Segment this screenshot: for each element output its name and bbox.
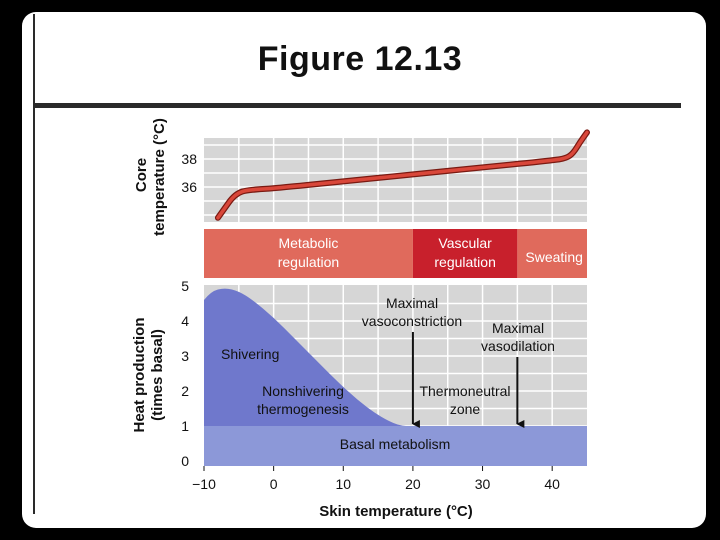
core-ylabel-line1: Core — [133, 158, 150, 192]
annotation-nonshivering-line2: thermogenesis — [257, 401, 349, 417]
heat-tick-label: 3 — [181, 348, 189, 364]
x-tick-label: 10 — [335, 476, 351, 492]
heat-production-area — [204, 288, 587, 461]
basal-metabolism-band — [204, 426, 587, 466]
heat-tick-label: 1 — [181, 418, 189, 434]
regulation-label-line2: regulation — [278, 254, 340, 270]
regulation-label-line1: Metabolic — [278, 235, 338, 251]
x-tick-label: −10 — [192, 476, 216, 492]
regulation-label: Sweating — [525, 249, 583, 265]
annotation-shivering: Shivering — [221, 346, 279, 362]
annotation-arrows — [411, 332, 525, 428]
regulation-segment — [517, 229, 587, 278]
core-ylabel-line2: temperature (°C) — [151, 118, 168, 236]
regulation-label-line1: Vascular — [438, 235, 492, 251]
annotation-thermoneutral-line2: zone — [450, 401, 481, 417]
core-ticks: 36 38 — [181, 151, 197, 195]
annotation-max-vasodilation-line1: Maximal — [492, 320, 544, 336]
title-rule — [33, 103, 681, 108]
heat-tick-label: 5 — [181, 278, 189, 294]
regulation-segment — [412, 229, 518, 278]
heat-tick-label: 4 — [181, 313, 189, 329]
annotation-thermoneutral-line1: Thermoneutral — [419, 383, 510, 399]
left-rule — [33, 14, 35, 514]
core-panel: 36 38 Core temperature (°C) — [133, 118, 590, 236]
core-tick-label: 38 — [181, 151, 197, 167]
regulation-label-line2: regulation — [434, 254, 496, 270]
heat-ticks: 0 1 2 3 4 5 — [181, 278, 189, 469]
x-tick-label: 30 — [475, 476, 491, 492]
annotation-nonshivering-line1: Nonshivering — [262, 383, 344, 399]
annotation-basal-metabolism: Basal metabolism — [340, 436, 451, 452]
heat-ylabel-line2: (times basal) — [149, 329, 166, 421]
slide-title: Figure 12.13 — [257, 40, 463, 78]
x-axis-ticks: −10 0 10 20 30 40 — [192, 466, 560, 492]
heat-ylabel-line1: Heat production — [131, 318, 148, 433]
heat-tick-label: 2 — [181, 383, 189, 399]
x-axis-label: Skin temperature (°C) — [319, 503, 473, 520]
annotation-max-vasodilation-line2: vasodilation — [481, 338, 555, 354]
core-tick-label: 36 — [181, 179, 197, 195]
heat-tick-label: 0 — [181, 453, 189, 469]
core-plot-background — [204, 138, 587, 222]
x-tick-label: 20 — [405, 476, 421, 492]
regulation-segment — [204, 229, 413, 278]
x-tick-label: 0 — [270, 476, 278, 492]
annotation-max-vasoconstriction-line1: Maximal — [386, 295, 438, 311]
x-tick-label: 40 — [544, 476, 560, 492]
regulation-band: Metabolic regulation Vascular regulation Swe… — [204, 229, 587, 278]
core-temperature-curve — [216, 130, 589, 220]
annotation-max-vasoconstriction-line2: vasoconstriction — [362, 313, 462, 329]
